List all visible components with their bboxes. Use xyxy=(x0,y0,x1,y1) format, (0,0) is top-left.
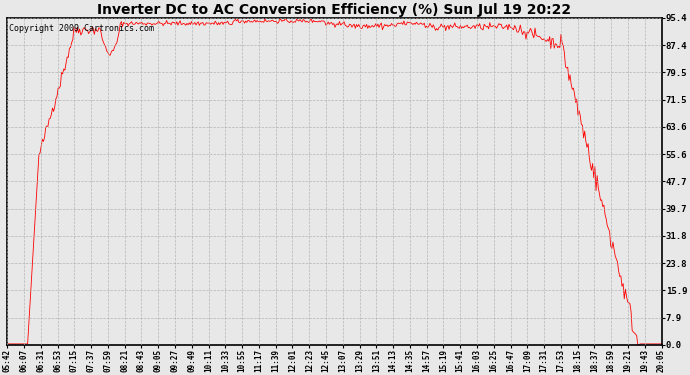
Text: Copyright 2009 Cartronics.com: Copyright 2009 Cartronics.com xyxy=(8,24,154,33)
Title: Inverter DC to AC Conversion Efficiency (%) Sun Jul 19 20:22: Inverter DC to AC Conversion Efficiency … xyxy=(97,3,571,17)
